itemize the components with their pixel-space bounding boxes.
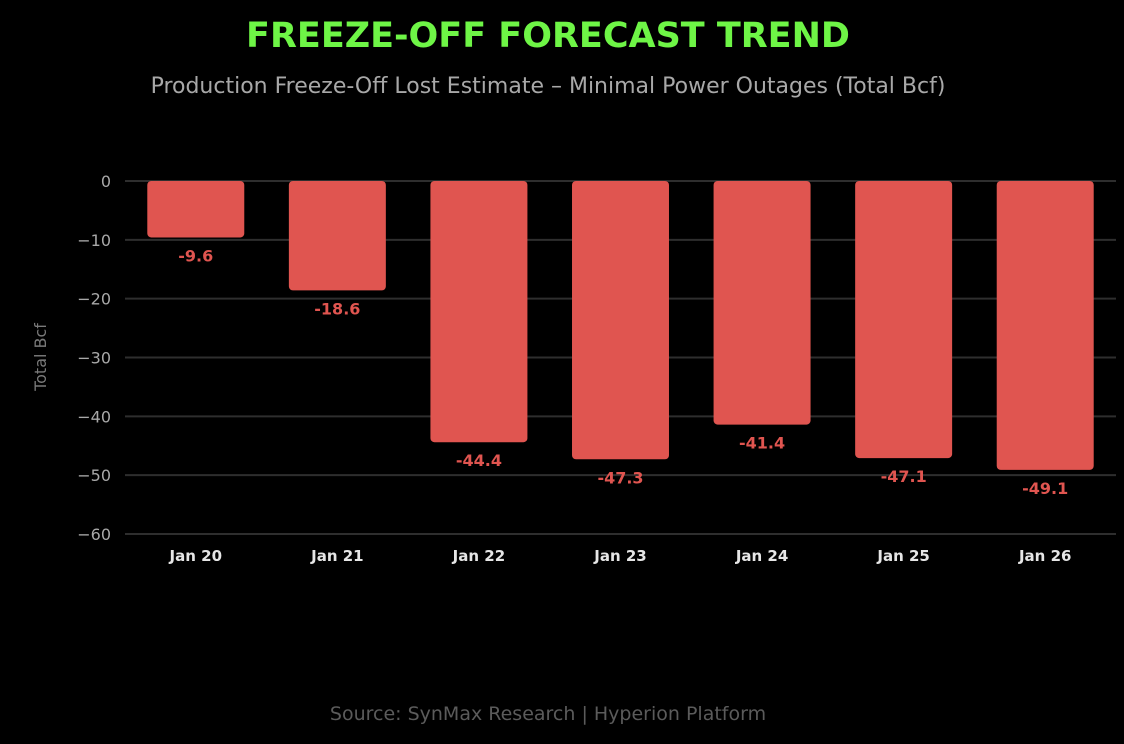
y-tick-label: −50 [77, 466, 111, 485]
bar-value-label: -47.3 [597, 468, 643, 487]
x-tick-label: Jan 22 [452, 547, 505, 565]
bar-value-label: -41.4 [739, 434, 785, 453]
bar [996, 181, 1094, 470]
bar [288, 181, 386, 291]
bars [147, 181, 1094, 470]
bar-value-label: -44.4 [456, 451, 502, 470]
x-axis-ticks: Jan 20 Jan 21 Jan 22 Jan 23 Jan 24 Jan 25 Jan … [169, 547, 1072, 565]
value-labels: -9.6 -18.6 -44.4 -47.3 -41.4 -47.1 -49.1 [178, 246, 1068, 497]
y-tick-label: −60 [77, 525, 111, 544]
chart-subtitle: Production Freeze-Off Lost Estimate – Mi… [150, 74, 946, 99]
source-note: Source: SynMax Research | Hyperion Platf… [329, 703, 767, 725]
bar [572, 181, 669, 460]
bar [855, 181, 953, 459]
x-tick-label: Jan 21 [310, 547, 363, 565]
y-axis-ticks: 0 −10 −20 −30 −40 −50 −60 [77, 172, 111, 544]
x-tick-label: Jan 25 [876, 547, 929, 565]
chart-title: FREEZE-OFF FORECAST TREND [246, 16, 850, 56]
y-tick-label: −30 [77, 349, 111, 368]
bar [147, 181, 245, 238]
bar [713, 181, 811, 425]
y-tick-label: −10 [77, 231, 111, 250]
x-tick-label: Jan 20 [169, 547, 222, 565]
y-tick-label: −40 [77, 407, 111, 426]
bar-value-label: -18.6 [314, 299, 360, 318]
bar [430, 181, 528, 443]
x-tick-label: Jan 24 [735, 547, 788, 565]
bar-value-label: -47.1 [881, 467, 927, 486]
y-tick-label: −20 [77, 290, 111, 309]
x-tick-label: Jan 23 [593, 547, 646, 565]
bar-value-label: -49.1 [1022, 479, 1068, 498]
y-axis-title: Total Bcf [31, 323, 50, 392]
bar-value-label: -9.6 [178, 246, 213, 265]
x-tick-label: Jan 26 [1018, 547, 1071, 565]
y-tick-label: 0 [101, 172, 111, 191]
